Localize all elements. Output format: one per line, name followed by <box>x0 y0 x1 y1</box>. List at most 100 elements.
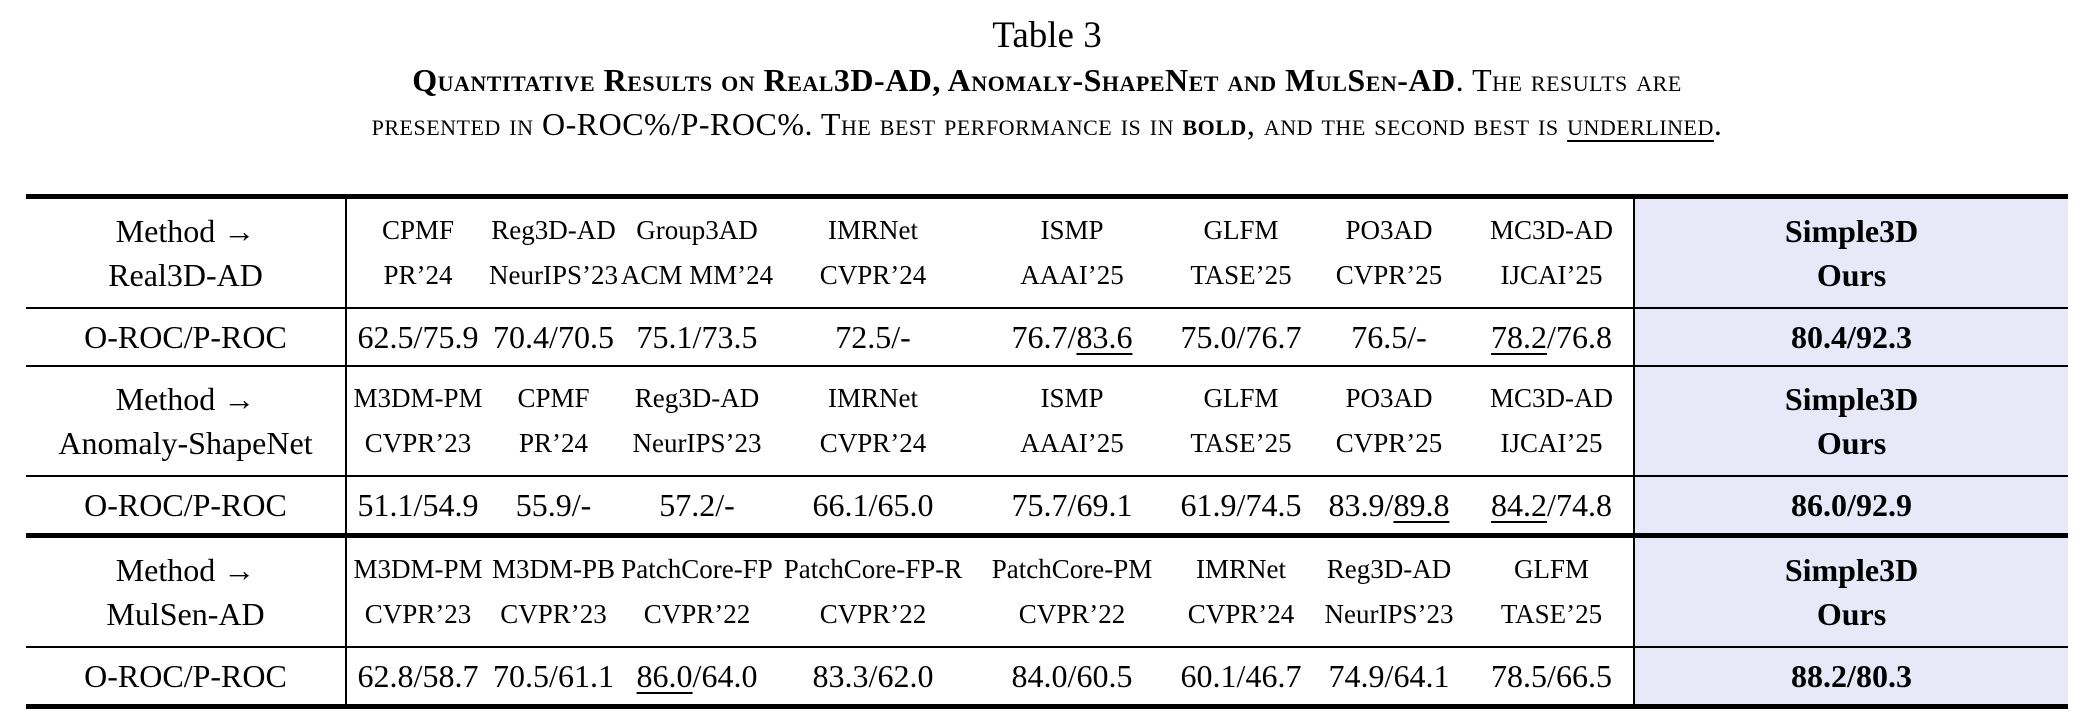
method-header-cell: M3DM-PM CVPR’23 <box>346 365 489 476</box>
method-venue: NeurIPS’23 <box>1324 599 1454 629</box>
metric-label: O-ROC/P-ROC <box>26 646 347 709</box>
method-header-cell: PO3AD CVPR’25 <box>1308 365 1470 476</box>
ours-header-cell: Simple3D Ours <box>1633 533 2068 647</box>
method-name: Reg3D-AD <box>1326 554 1452 584</box>
value-part: 74.9/64.1 <box>1328 657 1450 694</box>
value-part: /74.8 <box>1547 486 1612 523</box>
method-name: MC3D-AD <box>1489 383 1613 413</box>
ours-best-value: 80.4/92.3 <box>1633 307 2068 366</box>
method-header-cell: ISMP AAAI’25 <box>970 365 1174 476</box>
value-part: 57.2/- <box>659 486 735 523</box>
value-part: 75.7/69.1 <box>1011 486 1133 523</box>
method-header-cell: CPMF PR’24 <box>489 365 618 476</box>
method-venue: NeurIPS’23 <box>489 260 618 290</box>
table-label: Table 3 <box>992 15 1102 56</box>
metric-value-cell: 60.1/46.7 <box>1174 646 1308 709</box>
method-venue: CVPR’23 <box>364 428 472 458</box>
metric-value-cell: 55.9/- <box>489 475 618 536</box>
method-header-cell: Reg3D-AD NeurIPS’23 <box>618 365 776 476</box>
method-venue: CVPR’24 <box>819 428 927 458</box>
results-table: Method → Real3D-AD CPMF PR’24 Reg3D-AD NeurIP… <box>26 194 2068 709</box>
method-name: IMRNet <box>1196 554 1286 584</box>
metric-value-cell: 74.9/64.1 <box>1308 646 1470 709</box>
method-venue: CVPR’23 <box>500 599 607 629</box>
method-header-cell: CPMF PR’24 <box>346 194 489 308</box>
method-header-cell: Group3AD ACM MM’24 <box>618 194 776 308</box>
value-part: 72.5/- <box>835 318 911 355</box>
caption-segment: underlined <box>1567 106 1714 142</box>
second-best-value: 83.6 <box>1076 318 1133 355</box>
method-name: PO3AD <box>1345 215 1433 245</box>
table-row: O-ROC/P-ROC 51.1/54.9 55.9/- 57.2/- 66.1/65.… <box>26 475 2068 536</box>
method-header-cell: PatchCore-FP CVPR’22 <box>618 533 776 647</box>
metric-value-cell: 62.5/75.9 <box>346 307 489 366</box>
value-part: 60.1/46.7 <box>1180 657 1302 694</box>
method-header-cell: Reg3D-AD NeurIPS’23 <box>1308 533 1470 647</box>
method-venue: AAAI’25 <box>1020 260 1124 290</box>
second-best-value: 84.2 <box>1491 486 1548 523</box>
value-part: 78.5/66.5 <box>1491 657 1612 694</box>
value-part: 55.9/- <box>515 486 592 523</box>
value-part: 76.7/ <box>1011 318 1077 355</box>
table-header-row: Method → Anomaly-ShapeNet M3DM-PM CVPR’23 CP… <box>26 365 2068 476</box>
method-venue: CVPR’24 <box>1187 599 1295 629</box>
caption-segment: Quantitative Results on Real3D-AD, Anoma… <box>412 62 1456 98</box>
table-row: O-ROC/P-ROC 62.5/75.9 70.4/70.5 75.1/73.5 72… <box>26 307 2068 366</box>
metric-value-cell: 76.7/83.6 <box>970 307 1174 366</box>
method-name: ISMP <box>1040 215 1104 245</box>
method-name: M3DM-PM <box>353 383 483 413</box>
method-venue: CVPR’25 <box>1335 260 1443 290</box>
method-venue: TASE’25 <box>1190 428 1292 458</box>
value-part: 51.1/54.9 <box>357 486 479 523</box>
metric-value-cell: 51.1/54.9 <box>346 475 489 536</box>
method-name: Reg3D-AD <box>634 383 760 413</box>
method-arrow-label: Method → <box>115 552 256 588</box>
value-part: 84.0/60.5 <box>1011 657 1133 694</box>
metric-value-cell: 83.3/62.0 <box>776 646 970 709</box>
method-name: Group3AD <box>636 215 758 245</box>
method-venue: CVPR’22 <box>643 599 751 629</box>
caption-segment: , and the second best is <box>1246 106 1568 142</box>
table-header-row: Method → Real3D-AD CPMF PR’24 Reg3D-AD NeurIP… <box>26 194 2068 308</box>
method-header-cell: MC3D-AD IJCAI’25 <box>1470 194 1634 308</box>
method-name: GLFM <box>1513 554 1589 584</box>
method-header-cell: Reg3D-AD NeurIPS’23 <box>489 194 618 308</box>
method-venue: CVPR’24 <box>819 260 927 290</box>
method-name: M3DM-PM <box>353 554 483 584</box>
second-best-value: 78.2 <box>1491 318 1548 355</box>
method-dataset-cell: Method → Real3D-AD <box>26 194 347 308</box>
method-venue: CVPR’25 <box>1335 428 1443 458</box>
method-venue: CVPR’22 <box>1018 599 1126 629</box>
value-part: 62.5/75.9 <box>357 318 479 355</box>
value-part: 70.5/61.1 <box>493 657 614 694</box>
method-venue: CVPR’22 <box>819 599 927 629</box>
dataset-name: Anomaly-ShapeNet <box>58 425 313 461</box>
method-venue: PR’24 <box>518 428 589 458</box>
metric-value-cell: 84.2/74.8 <box>1470 475 1634 536</box>
method-header-cell: PatchCore-PM CVPR’22 <box>970 533 1174 647</box>
method-dataset-cell: Method → Anomaly-ShapeNet <box>26 365 347 476</box>
second-best-value: 86.0 <box>636 657 693 694</box>
value-part: 75.1/73.5 <box>636 318 758 355</box>
value-part: 76.5/- <box>1351 318 1427 355</box>
metric-value-cell: 57.2/- <box>618 475 776 536</box>
metric-value-cell: 86.0/64.0 <box>618 646 776 709</box>
method-name: Reg3D-AD <box>491 215 616 245</box>
table-caption-line-2: presented in O-ROC%/P-ROC%. The best per… <box>0 102 2094 146</box>
method-header-cell: GLFM TASE’25 <box>1174 194 1308 308</box>
metric-value-cell: 75.0/76.7 <box>1174 307 1308 366</box>
method-name: ISMP <box>1040 383 1104 413</box>
metric-value-cell: 78.5/66.5 <box>1470 646 1634 709</box>
method-name: CPMF <box>517 383 590 413</box>
value-part: 62.8/58.7 <box>357 657 479 694</box>
method-name: GLFM <box>1203 383 1279 413</box>
method-header-cell: PO3AD CVPR’25 <box>1308 194 1470 308</box>
method-venue: TASE’25 <box>1500 599 1603 629</box>
metric-value-cell: 72.5/- <box>776 307 970 366</box>
ours-header-cell: Simple3D Ours <box>1633 194 2068 308</box>
metric-value-cell: 62.8/58.7 <box>346 646 489 709</box>
caption-segment: . The results are <box>1455 62 1682 98</box>
metric-value-cell: 84.0/60.5 <box>970 646 1174 709</box>
table-row: O-ROC/P-ROC 62.8/58.7 70.5/61.1 86.0/64.0 83… <box>26 646 2068 709</box>
method-header-cell: GLFM TASE’25 <box>1174 365 1308 476</box>
